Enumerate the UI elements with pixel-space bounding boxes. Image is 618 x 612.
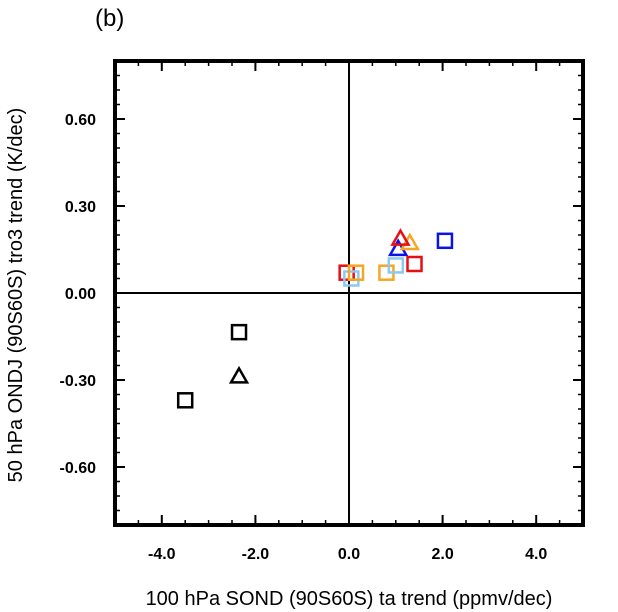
y-tick-label: -0.30 xyxy=(60,373,97,390)
y-axis-label: 50 hPa ONDJ (90S60S) tro3 trend (K/dec) xyxy=(5,108,27,483)
y-tick-label: 0.00 xyxy=(65,286,96,303)
data-point-square xyxy=(230,323,248,341)
x-tick-label: -4.0 xyxy=(148,546,176,563)
data-point-square xyxy=(436,232,454,250)
y-tick-label: 0.30 xyxy=(65,199,96,216)
data-point-triangle xyxy=(390,228,411,246)
data-point-square xyxy=(387,257,405,274)
data-point-square xyxy=(176,392,194,409)
x-tick-label: 0.0 xyxy=(338,546,360,563)
x-tick-label: -2.0 xyxy=(242,546,270,563)
plot-area: -4.0 -2.0 0.0 2.0 4.0 -0.60 -0.30 0.00 0.30 0.60 xyxy=(60,59,585,563)
x-tick-label: 2.0 xyxy=(431,546,453,563)
data-point-triangle xyxy=(228,365,250,384)
x-axis-label: 100 hPa SOND (90S60S) ta trend (ppmv/dec… xyxy=(146,588,553,610)
panel-label: (b) xyxy=(95,5,124,32)
x-tick-label: 4.0 xyxy=(525,546,547,563)
data-point-square xyxy=(406,255,423,273)
y-tick-label: -0.60 xyxy=(60,460,97,477)
plot-frame xyxy=(113,59,585,527)
y-tick-label: 0.60 xyxy=(65,112,96,129)
data-point-square xyxy=(347,264,365,281)
